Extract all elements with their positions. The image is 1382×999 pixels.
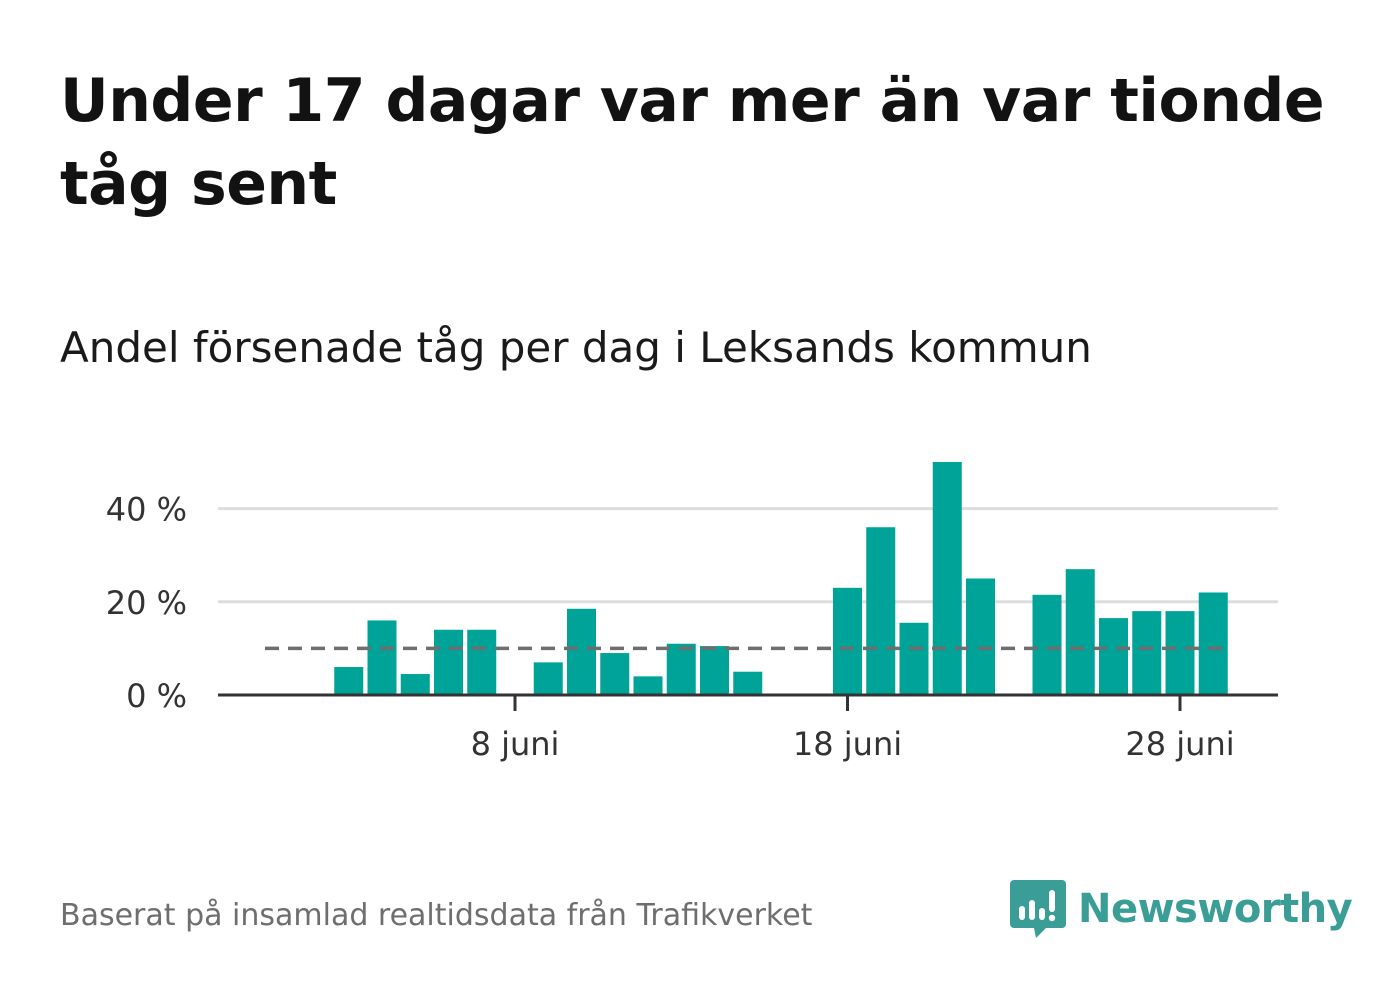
y-tick-label: 0 % — [126, 677, 187, 715]
bar — [833, 587, 862, 695]
bar — [932, 462, 962, 695]
bar — [467, 629, 497, 695]
bar — [600, 653, 630, 695]
bar — [434, 629, 463, 695]
bar — [633, 676, 663, 695]
bar — [1065, 569, 1095, 695]
source-note: Baserat på insamlad realtidsdata från Tr… — [60, 898, 813, 933]
bar — [400, 674, 430, 695]
bar — [666, 643, 696, 695]
bar — [899, 622, 929, 695]
chart-subtitle: Andel försenade tåg per dag i Leksands k… — [60, 323, 1092, 372]
x-tick-label: 18 juni — [793, 725, 902, 763]
bar — [733, 671, 763, 695]
bar — [1132, 611, 1162, 695]
bar — [700, 646, 729, 695]
bar-chart: 0 % 20 % 40 % 8 juni 18 juni 28 juni — [106, 462, 1278, 763]
chart-title: Under 17 dagar var mer än var tionde tåg… — [60, 66, 1325, 219]
bar — [1198, 592, 1228, 695]
bar — [367, 620, 397, 695]
bar — [1032, 594, 1062, 695]
bar — [334, 667, 364, 695]
x-tick-label: 28 juni — [1125, 725, 1234, 763]
brand-logo: Newsworthy — [1010, 878, 1353, 940]
y-tick-label: 40 % — [106, 491, 187, 529]
x-tick-label: 8 juni — [471, 725, 560, 763]
y-tick-label: 20 % — [106, 584, 187, 622]
bar — [533, 662, 563, 695]
bar — [1165, 611, 1195, 695]
bar-chart-speech-bubble-icon — [1010, 880, 1066, 938]
bar — [866, 527, 896, 695]
bar — [966, 578, 995, 695]
brand-name: Newsworthy — [1078, 886, 1353, 932]
bar — [1099, 618, 1128, 695]
bar — [567, 608, 596, 695]
